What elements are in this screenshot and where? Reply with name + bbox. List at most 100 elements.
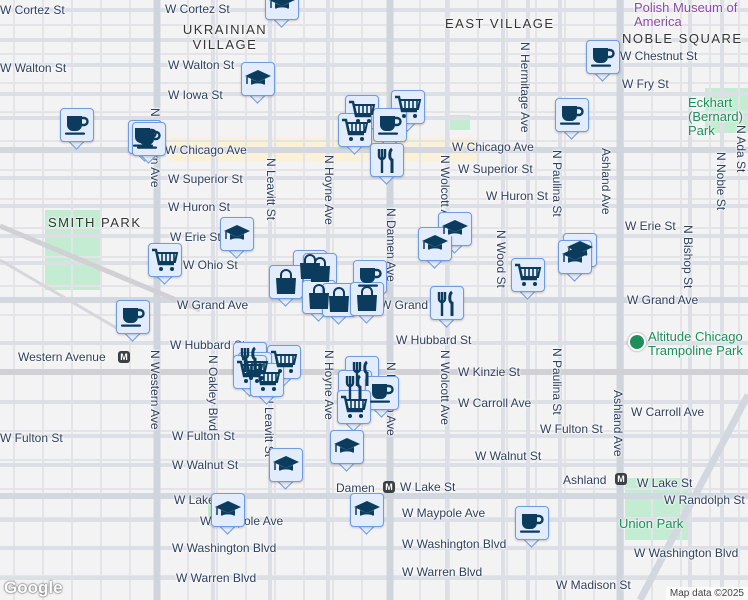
cart-icon: [511, 258, 545, 292]
street-label: W Lake St: [400, 480, 456, 494]
poi-pin-icon[interactable]: [628, 333, 646, 351]
street-label: N Hoyne Ave: [322, 350, 336, 420]
street-label: N Noble St: [714, 152, 728, 211]
street-label: N Leavitt St: [262, 395, 276, 458]
school-marker[interactable]: [350, 493, 384, 537]
coffee-marker[interactable]: [60, 108, 94, 152]
bag-marker[interactable]: [269, 265, 303, 309]
school-icon: [211, 493, 245, 527]
coffee-icon: [586, 40, 620, 74]
bag-marker[interactable]: [322, 283, 356, 327]
street-label: W Carroll Ave: [458, 396, 532, 410]
station-label: Damen: [336, 481, 375, 495]
coffee-marker[interactable]: [586, 40, 620, 84]
street-label: W Warren Blvd: [176, 571, 257, 585]
cart-icon: [250, 363, 284, 397]
bag-icon: [322, 283, 356, 317]
street-label: N Hoyne Ave: [322, 155, 336, 225]
neighborhood-label: UKRAINIAN VILLAGE: [182, 22, 268, 52]
coffee-marker[interactable]: [116, 300, 150, 344]
school-icon: [241, 62, 275, 96]
street-label: W Iowa St: [168, 88, 223, 102]
bag-icon: [269, 265, 303, 299]
street-label: W Hubbard St: [396, 333, 472, 347]
street-label: W Superior St: [458, 162, 533, 176]
street-label: W Grand Ave: [177, 298, 249, 312]
coffee-marker[interactable]: [373, 108, 407, 152]
coffee-icon: [60, 108, 94, 142]
poi-label: Polish Museum of America: [634, 0, 738, 29]
street-label: N Bishop St: [681, 225, 695, 289]
school-marker[interactable]: [269, 448, 303, 492]
cart-marker[interactable]: [338, 113, 372, 157]
street-label: W Kinzie St: [458, 365, 521, 379]
neighborhood-label: EAST VILLAGE: [445, 16, 555, 31]
restaurant-marker[interactable]: [370, 143, 404, 187]
cart-marker[interactable]: [511, 258, 545, 302]
school-marker[interactable]: [220, 217, 254, 261]
coffee-icon: [373, 108, 407, 142]
cart-marker[interactable]: [337, 390, 371, 434]
cart-marker[interactable]: [148, 243, 182, 287]
school-icon: [220, 217, 254, 251]
coffee-marker[interactable]: [555, 98, 589, 142]
street-label: W Chestnut St: [620, 49, 698, 63]
street-label: W Maypole Ave: [402, 506, 486, 520]
street-label: N Wood St: [494, 230, 508, 288]
metro-icon[interactable]: M: [383, 481, 395, 493]
metro-icon[interactable]: M: [615, 473, 627, 485]
street-label: W Cortez St: [0, 3, 65, 17]
school-marker[interactable]: [330, 430, 364, 474]
street-label: Ashland Ave: [599, 148, 613, 215]
school-icon: [558, 240, 592, 274]
street-label: N Wolcott Ave: [438, 155, 452, 230]
bag-marker[interactable]: [350, 282, 384, 326]
poi-label: Altitude Chicago Trampoline Park: [648, 329, 743, 358]
street-label: W Chicago Ave: [165, 143, 247, 157]
bag-icon: [303, 253, 337, 287]
neighborhood-label: NOBLE SQUARE: [622, 31, 743, 46]
railway: [0, 223, 201, 313]
metro-icon[interactable]: M: [118, 351, 130, 363]
street-label: W Huron St: [168, 200, 231, 214]
restaurant-icon: [430, 286, 464, 320]
street-label: W Warren Blvd: [402, 565, 483, 579]
street-label: W Walnut St: [475, 449, 542, 463]
school-icon: [418, 227, 452, 261]
coffee-marker[interactable]: [515, 506, 549, 550]
cart-marker[interactable]: [250, 363, 284, 407]
school-icon: [265, 0, 299, 20]
street-label: W Walton St: [0, 61, 67, 75]
street-label: W Fulton St: [0, 431, 63, 445]
street-label: W Washington Blvd: [634, 546, 739, 560]
street-label: W Huron St: [486, 189, 549, 203]
school-icon: [269, 448, 303, 482]
station-label: Western Avenue: [18, 350, 106, 364]
school-marker[interactable]: [241, 62, 275, 106]
street-label: Ashland Ave: [611, 390, 625, 457]
street-label: W Grand Ave: [627, 293, 699, 307]
school-marker[interactable]: [418, 227, 452, 271]
school-marker[interactable]: [558, 240, 592, 284]
street-label: N Hermitage Ave: [518, 42, 532, 133]
cart-icon: [148, 243, 182, 277]
station-label: Ashland: [563, 473, 607, 487]
school-marker[interactable]: [265, 0, 299, 30]
expressway: [636, 393, 748, 600]
street-label: N Western Ave: [148, 350, 162, 430]
coffee-icon: [555, 98, 589, 132]
google-logo: Google: [4, 578, 63, 597]
street-label: W Randolph St: [664, 493, 745, 507]
coffee-marker[interactable]: [132, 122, 166, 166]
cart-icon: [337, 390, 371, 424]
street-label: W Washington Blvd: [172, 541, 277, 555]
street-label: W Erie St: [170, 230, 221, 244]
street-label: N Paulina St: [550, 150, 564, 217]
street-label: N Leavitt St: [264, 158, 278, 221]
map-attribution: Map data ©2025: [665, 587, 748, 600]
school-marker[interactable]: [211, 493, 245, 537]
coffee-icon: [116, 300, 150, 334]
street-label: W Ohio St: [183, 258, 238, 272]
school-icon: [350, 493, 384, 527]
restaurant-marker[interactable]: [430, 286, 464, 330]
